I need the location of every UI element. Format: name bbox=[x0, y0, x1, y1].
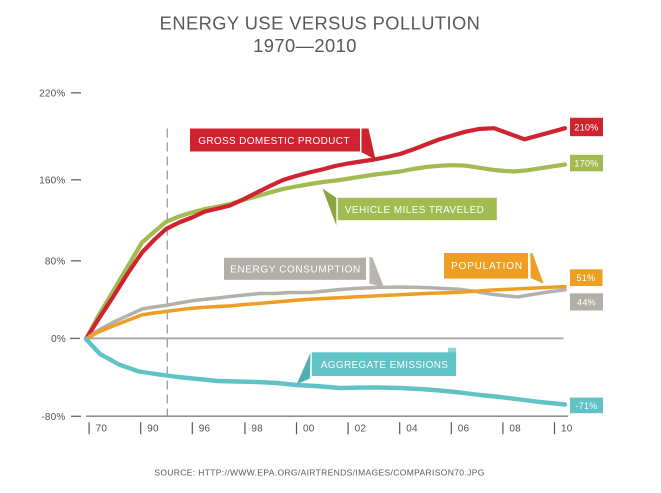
svg-text:POPULATION: POPULATION bbox=[451, 261, 523, 272]
svg-text:06: 06 bbox=[458, 424, 470, 435]
svg-text:51%: 51% bbox=[577, 273, 596, 283]
svg-text:SOURCE: HTTP://WWW.EPA.ORG/AIR: SOURCE: HTTP://WWW.EPA.ORG/AIRTRENDS/IMA… bbox=[154, 467, 484, 477]
svg-text:ENERGY USE VERSUS POLLUTION: ENERGY USE VERSUS POLLUTION bbox=[160, 13, 481, 34]
svg-text:0%: 0% bbox=[51, 334, 66, 345]
svg-text:10: 10 bbox=[561, 424, 573, 435]
svg-text:90: 90 bbox=[147, 424, 159, 435]
svg-text:02: 02 bbox=[355, 424, 367, 435]
svg-text:44%: 44% bbox=[577, 298, 596, 308]
svg-text:98: 98 bbox=[251, 424, 263, 435]
svg-text:210%: 210% bbox=[574, 123, 598, 133]
svg-text:VEHICLE MILES TRAVELED: VEHICLE MILES TRAVELED bbox=[345, 205, 484, 216]
svg-text:ENERGY CONSUMPTION: ENERGY CONSUMPTION bbox=[230, 265, 361, 276]
svg-text:70: 70 bbox=[96, 424, 108, 435]
svg-text:220%: 220% bbox=[39, 89, 65, 100]
svg-text:170%: 170% bbox=[574, 159, 598, 169]
svg-text:08: 08 bbox=[509, 424, 521, 435]
svg-text:00: 00 bbox=[303, 424, 315, 435]
svg-text:160%: 160% bbox=[39, 176, 65, 187]
svg-text:96: 96 bbox=[199, 424, 211, 435]
svg-text:-80%: -80% bbox=[41, 412, 65, 423]
svg-text:GROSS DOMESTIC PRODUCT: GROSS DOMESTIC PRODUCT bbox=[198, 136, 350, 147]
svg-text:-71%: -71% bbox=[575, 401, 597, 411]
svg-text:1970—2010: 1970—2010 bbox=[253, 35, 357, 56]
svg-text:80%: 80% bbox=[45, 257, 66, 268]
svg-text:04: 04 bbox=[406, 424, 418, 435]
svg-text:AGGREGATE EMISSIONS: AGGREGATE EMISSIONS bbox=[321, 360, 449, 371]
